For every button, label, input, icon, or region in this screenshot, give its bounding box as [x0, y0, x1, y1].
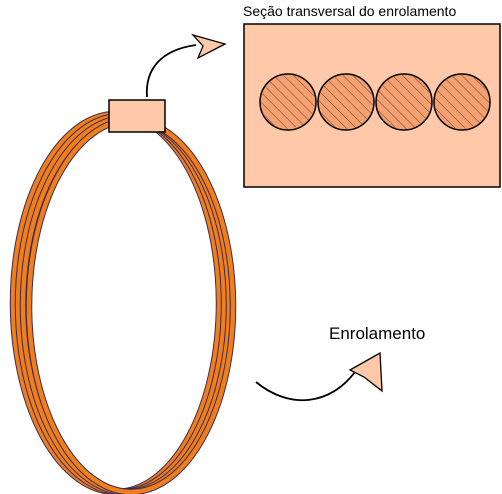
- conductor-hatch: [261, 75, 315, 129]
- coil-winding: [9, 110, 237, 494]
- coil-loop: [26, 117, 236, 494]
- cross-section-title: Seção transversal do enrolamento: [243, 3, 457, 19]
- conductor-hatch: [435, 75, 489, 129]
- coil-label: Enrolamento: [329, 324, 426, 343]
- zoom-arrow: [146, 33, 227, 98]
- conductor-hatch: [377, 75, 431, 129]
- conductor-hatch: [319, 75, 373, 129]
- coil-label-arrow: [255, 351, 383, 402]
- section-marker-box: [108, 99, 166, 133]
- coil-loop: [20, 115, 232, 494]
- conductor-row: [259, 73, 491, 131]
